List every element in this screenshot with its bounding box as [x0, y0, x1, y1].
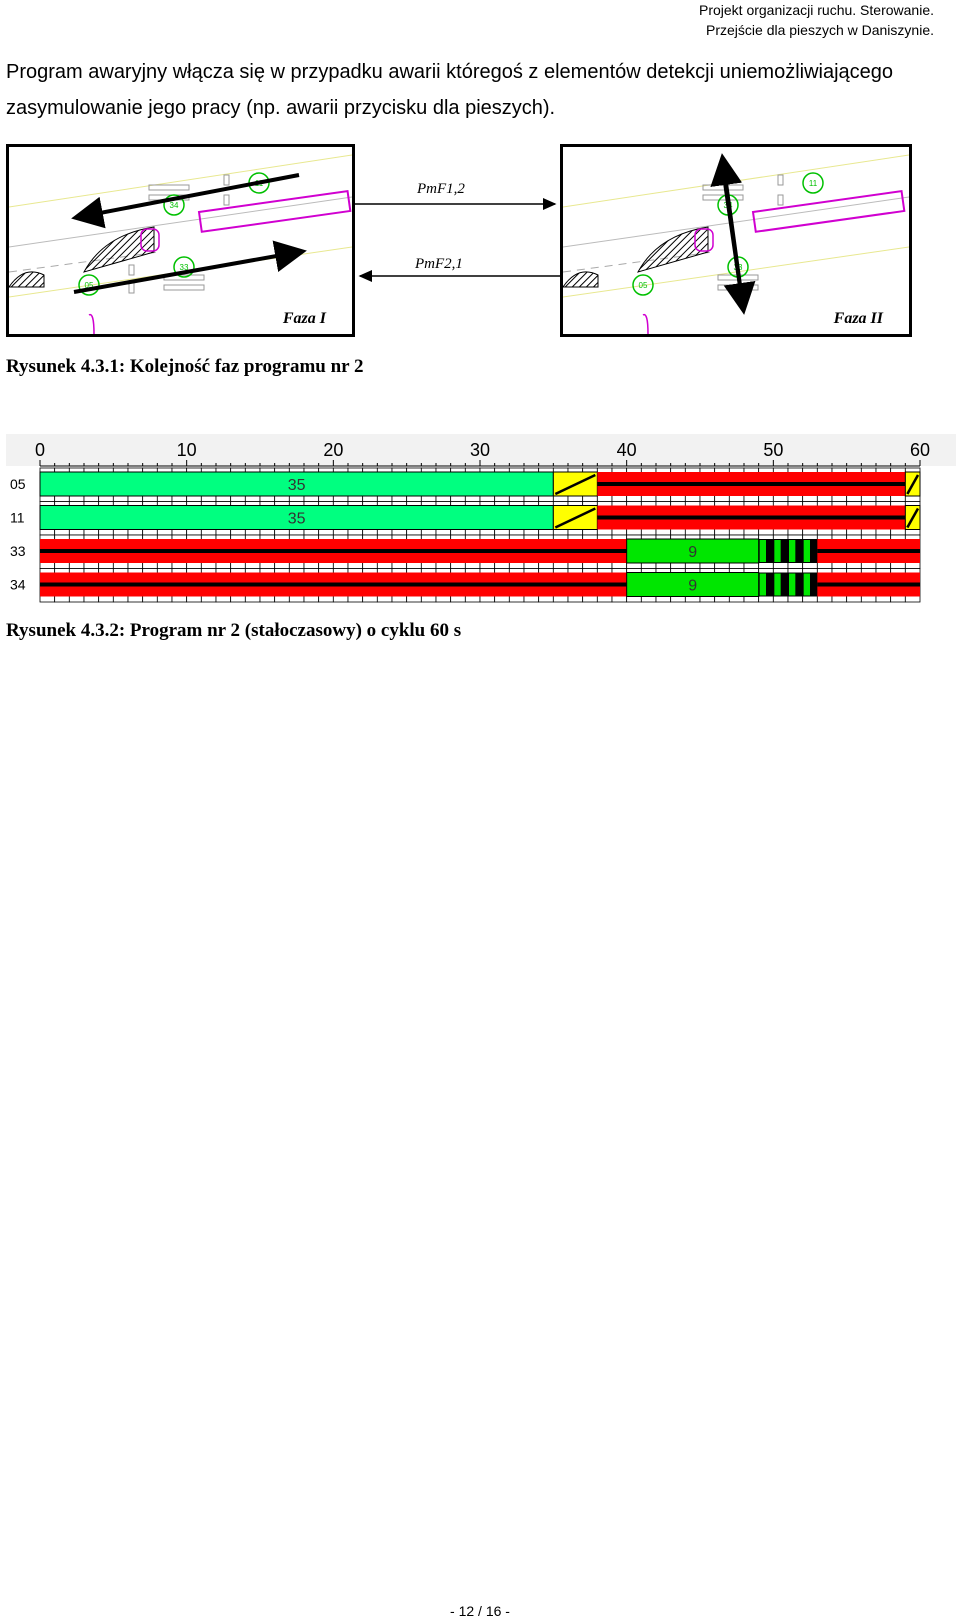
axis-band: [6, 434, 956, 466]
flashing-green-stripe: [803, 573, 810, 596]
traffic-flow-arrow: [73, 240, 307, 294]
axis-tick-label: 20: [323, 440, 343, 460]
flashing-green-stripe: [774, 573, 781, 596]
signal-row-label: 05: [10, 476, 26, 492]
header-line-2: Przejście dla pieszych w Daniszynie.: [706, 22, 934, 38]
signal-label: 11: [809, 179, 818, 188]
axis-tick-label: 50: [763, 440, 783, 460]
yellow-diagonal: [906, 474, 920, 495]
axis-tick-label: 0: [35, 440, 45, 460]
header-line-1: Projekt organizacji ruchu. Sterowanie.: [698, 2, 934, 18]
signal-row-label: 33: [10, 543, 26, 559]
flashing-green-stripe: [789, 573, 796, 596]
segment-duration-label: 9: [688, 578, 697, 595]
traffic-flow-arrow: [71, 173, 300, 229]
phase-1-diagram: 11 34 33 05 Faza I: [6, 144, 355, 337]
axis-tick-label: 60: [910, 440, 930, 460]
yellow-diagonal: [554, 473, 596, 496]
flashing-green-stripe: [789, 540, 796, 562]
segment-duration-label: 9: [688, 544, 697, 561]
segment-duration-label: 35: [288, 511, 306, 528]
phase-transition-arrows: [355, 198, 560, 282]
transition-label-2-1: PmF2,1: [415, 256, 463, 272]
signal-label: 34: [170, 201, 179, 210]
axis-tick-label: 40: [617, 440, 637, 460]
axis-tick-label: 30: [470, 440, 490, 460]
flashing-green-stripe: [759, 540, 766, 562]
phase-2-label: Faza II: [833, 310, 883, 327]
intersection-drawing-phase-2: 11 34 33 05: [563, 153, 909, 334]
figure-1-caption: Rysunek 4.3.1: Kolejność faz programu nr…: [6, 356, 364, 377]
transition-label-1-2: PmF1,2: [417, 181, 465, 197]
signal-label: 05: [639, 281, 648, 290]
signal-row-label: 11: [10, 510, 25, 526]
body-paragraph: Program awaryjny włącza się w przypadku …: [6, 61, 894, 119]
phase-2-diagram: 11 34 33 05 Faza II: [560, 144, 912, 337]
figure-2-caption: Rysunek 4.3.2: Program nr 2 (stałoczasow…: [6, 620, 462, 641]
phase-1-label: Faza I: [282, 310, 326, 327]
green-segment: [626, 538, 760, 564]
signal-row-label: 34: [10, 577, 26, 593]
axis-tick-label: 10: [177, 440, 197, 460]
signal-timing-diagram: 0 10 20 30 40 50 60 05 35 11 35 33 9 34 9: [6, 434, 956, 603]
page-number: - 12 / 16 -: [450, 1603, 510, 1619]
flashing-green-stripe: [759, 573, 766, 596]
segment-duration-label: 35: [288, 477, 306, 494]
pedestrian-flow-arrow: [710, 153, 745, 308]
yellow-diagonal: [554, 507, 596, 529]
signal-label: 05: [85, 281, 94, 290]
running-header: Projekt organizacji ruchu. Sterowanie. P…: [699, 0, 934, 40]
green-segment: [626, 572, 760, 597]
flashing-green-stripe: [774, 540, 781, 562]
green-segment: [39, 505, 554, 530]
intersection-drawing-phase-1: 11 34 33 05: [9, 154, 352, 334]
signal-label: 33: [180, 263, 189, 272]
yellow-diagonal: [906, 507, 920, 529]
flashing-green-stripe: [803, 540, 810, 562]
